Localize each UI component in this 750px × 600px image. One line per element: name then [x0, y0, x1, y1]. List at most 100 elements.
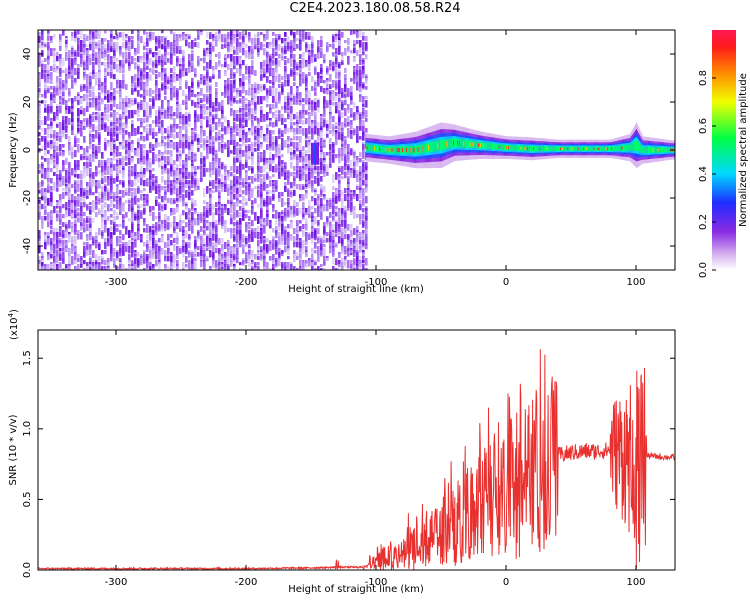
noise-speckle	[62, 234, 65, 238]
noise-speckle	[353, 78, 356, 84]
noise-speckle	[341, 94, 344, 98]
signal-band	[430, 142, 432, 153]
noise-speckle	[239, 64, 242, 69]
noise-speckle	[260, 88, 263, 92]
signal-band	[388, 146, 390, 154]
noise-speckle	[269, 80, 272, 84]
noise-speckle	[287, 128, 290, 133]
noise-speckle	[182, 226, 185, 232]
noise-speckle	[86, 146, 89, 153]
noise-speckle	[359, 96, 362, 102]
noise-speckle	[164, 146, 167, 150]
noise-speckle	[68, 190, 71, 199]
noise-speckle	[56, 236, 59, 243]
noise-speckle	[197, 232, 200, 239]
noise-speckle	[116, 134, 119, 141]
noise-speckle	[164, 268, 167, 270]
noise-speckle	[107, 62, 110, 69]
noise-speckle	[122, 64, 125, 73]
noise-speckle	[281, 224, 284, 231]
noise-speckle	[326, 238, 329, 243]
noise-speckle	[89, 102, 92, 108]
noise-speckle	[236, 124, 239, 132]
noise-speckle	[272, 88, 275, 97]
noise-speckle	[176, 236, 179, 240]
noise-speckle	[332, 224, 335, 231]
noise-speckle	[242, 182, 245, 188]
noise-speckle	[110, 202, 113, 207]
noise-speckle	[65, 268, 68, 270]
noise-speckle	[242, 214, 245, 221]
noise-speckle	[122, 122, 125, 128]
noise-speckle	[335, 92, 338, 96]
noise-speckle	[230, 180, 233, 188]
noise-speckle	[185, 130, 188, 135]
noise-speckle	[296, 170, 299, 179]
noise-speckle	[338, 40, 341, 47]
noise-speckle	[209, 198, 212, 204]
noise-speckle	[254, 126, 257, 134]
noise-speckle	[98, 198, 101, 202]
noise-speckle	[194, 68, 197, 76]
noise-speckle	[128, 62, 131, 70]
noise-speckle	[311, 130, 314, 134]
noise-speckle	[200, 226, 203, 232]
noise-speckle	[113, 88, 116, 94]
noise-speckle	[50, 120, 53, 124]
noise-speckle	[269, 244, 272, 252]
noise-speckle	[200, 158, 203, 167]
noise-speckle	[284, 166, 287, 170]
noise-speckle	[161, 224, 164, 232]
noise-speckle	[167, 170, 170, 179]
noise-speckle	[227, 96, 230, 105]
noise-speckle	[80, 58, 83, 67]
noise-speckle	[173, 118, 176, 126]
noise-speckle	[293, 62, 296, 69]
noise-speckle	[119, 208, 122, 212]
noise-speckle	[122, 146, 125, 150]
noise-speckle	[161, 46, 164, 50]
noise-speckle	[92, 154, 95, 163]
noise-speckle	[104, 202, 107, 208]
noise-speckle	[239, 156, 242, 162]
noise-speckle	[80, 120, 83, 124]
noise-speckle	[203, 116, 206, 120]
noise-speckle	[122, 158, 125, 166]
noise-speckle	[104, 146, 107, 150]
noise-speckle	[362, 250, 365, 254]
noise-speckle	[296, 256, 299, 260]
noise-speckle	[83, 202, 86, 206]
noise-speckle	[353, 58, 356, 62]
noise-speckle	[191, 264, 194, 270]
noise-speckle	[212, 228, 215, 236]
noise-speckle	[59, 214, 62, 222]
noise-speckle	[173, 186, 176, 191]
noise-speckle	[101, 160, 104, 169]
noise-speckle	[299, 184, 302, 191]
noise-speckle	[176, 124, 179, 129]
noise-speckle	[89, 98, 92, 102]
noise-speckle	[230, 108, 233, 112]
noise-speckle	[317, 108, 320, 113]
noise-speckle	[266, 174, 269, 180]
noise-speckle	[293, 254, 296, 262]
signal-band	[439, 140, 441, 151]
noise-speckle	[311, 50, 314, 57]
noise-speckle	[230, 32, 233, 40]
noise-speckle	[281, 238, 284, 245]
noise-speckle	[257, 118, 260, 126]
noise-speckle	[302, 114, 305, 119]
noise-speckle	[284, 162, 287, 166]
noise-speckle	[314, 58, 317, 62]
noise-speckle	[275, 262, 278, 268]
noise-speckle	[209, 194, 212, 198]
noise-speckle	[80, 98, 83, 105]
noise-speckle	[140, 148, 143, 153]
noise-speckle	[158, 88, 161, 97]
noise-speckle	[50, 268, 53, 270]
noise-speckle	[347, 48, 350, 53]
noise-speckle	[119, 60, 122, 69]
noise-speckle	[194, 166, 197, 175]
noise-speckle	[347, 260, 350, 269]
noise-speckle	[323, 268, 326, 270]
